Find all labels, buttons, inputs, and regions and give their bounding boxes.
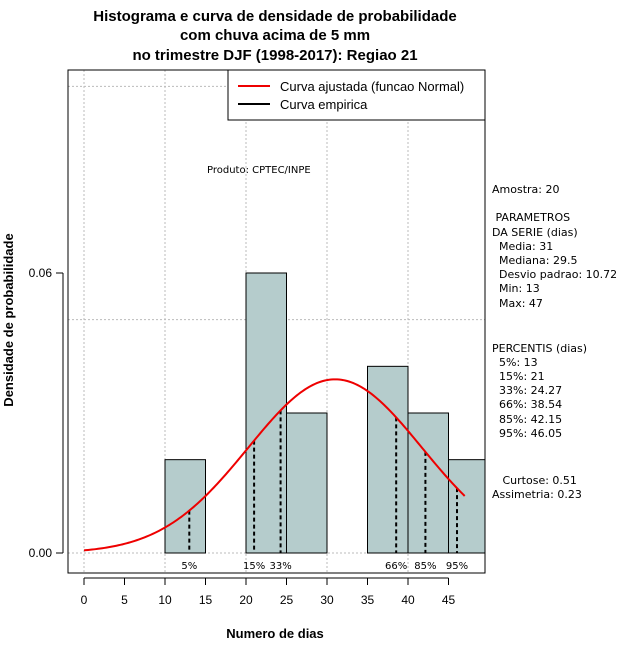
parameters-line: PARAMETROS (492, 211, 570, 224)
chart-title-line-3: no trimestre DJF (1998-2017): Regiao 21 (132, 47, 417, 64)
y-tick-label: 0.06 (29, 266, 53, 280)
legend-label-fitted: Curva ajustada (funcao Normal) (280, 79, 464, 94)
y-tick-label: 0.00 (29, 546, 53, 560)
chart-title-line-2: com chuva acima de 5 mm (180, 27, 370, 44)
parameters-line: Min: 13 (492, 282, 540, 295)
x-tick-label: 15 (199, 593, 213, 607)
legend-label-empirical: Curva empirica (280, 97, 368, 112)
percentiles-line: 5%: 13 (492, 356, 538, 369)
percentile-labels: 5% 15% 33% 66% 85% 95% (181, 561, 468, 572)
normal-curve-line (83, 378, 466, 552)
percentiles-line: 66%: 38.54 (492, 398, 562, 411)
histogram-bar (407, 412, 449, 554)
percentile-label: 85% (414, 561, 436, 572)
histogram-bars (164, 272, 486, 554)
parameters-line: Media: 31 (492, 240, 553, 253)
percentile-label: 95% (446, 561, 468, 572)
statistics-panel: Amostra: 20 PARAMETROS DA SERIE (dias) M… (492, 183, 617, 501)
x-tick-label: 25 (280, 593, 294, 607)
histogram-bar (448, 459, 486, 554)
legend-box (227, 69, 486, 121)
histogram-bar (367, 365, 409, 554)
sample-size-text: Amostra: 20 (492, 183, 559, 196)
product-annotation: Produto: CPTEC/INPE (207, 165, 311, 176)
percentiles-line: 15%: 21 (492, 370, 545, 383)
x-tick-label: 20 (239, 593, 253, 607)
x-axis: 0 5 10 15 20 25 30 35 40 45 (81, 577, 456, 607)
percentile-label: 66% (385, 561, 407, 572)
x-tick-label: 0 (81, 593, 88, 607)
x-tick-label: 45 (442, 593, 456, 607)
histogram-bar (164, 459, 206, 554)
parameters-line: DA SERIE (dias) (492, 226, 578, 239)
x-axis-label: Numero de dias (226, 626, 324, 641)
percentile-label: 15% (243, 561, 265, 572)
x-tick-label: 40 (401, 593, 415, 607)
skewness-text: Assimetria: 0.23 (492, 488, 582, 501)
kurtosis-text: Curtose: 0.51 (492, 474, 577, 487)
parameters-line: Desvio padrao: 10.72 (492, 268, 617, 281)
x-tick-label: 5 (121, 593, 128, 607)
legend: Curva ajustada (funcao Normal) Curva emp… (227, 69, 486, 121)
percentile-label: 33% (269, 561, 291, 572)
y-axis-label: Densidade de probabilidade (1, 233, 16, 406)
percentiles-line: PERCENTIS (dias) (492, 342, 587, 355)
percentile-label: 5% (181, 561, 197, 572)
chart-title-line-1: Histograma e curva de densidade de proba… (93, 8, 456, 25)
percentiles-line: 85%: 42.15 (492, 413, 562, 426)
parameters-line: Mediana: 29.5 (492, 254, 577, 267)
histogram-bar (286, 412, 328, 554)
x-tick-label: 35 (361, 593, 375, 607)
y-axis: 0.00 0.06 (29, 266, 64, 560)
percentiles-line: 95%: 46.05 (492, 427, 562, 440)
percentiles-line: 33%: 24.27 (492, 384, 562, 397)
parameters-line: Max: 47 (492, 297, 543, 310)
x-tick-label: 10 (158, 593, 172, 607)
percentile-lines (188, 410, 459, 553)
x-tick-label: 30 (320, 593, 334, 607)
